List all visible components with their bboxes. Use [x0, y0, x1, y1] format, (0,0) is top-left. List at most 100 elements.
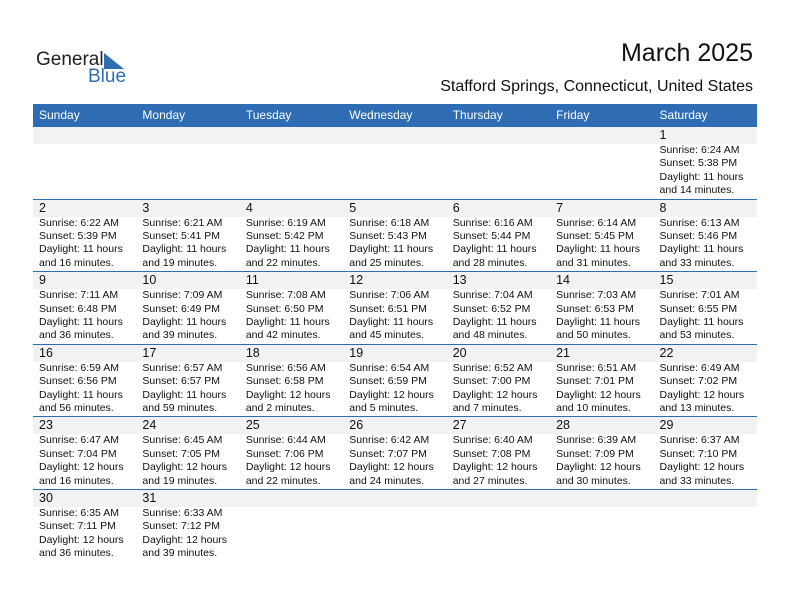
- day-cell: 13 Sunrise: 7:04 AM Sunset: 6:52 PM Dayligh…: [447, 272, 550, 344]
- sunrise: Sunrise: 6:16 AM: [452, 216, 533, 229]
- week-row: 2 Sunrise: 6:22 AM Sunset: 5:39 PM Daylight…: [33, 198, 757, 272]
- daylight: Daylight: 11 hours and 36 minutes.: [39, 316, 123, 342]
- sunset: Sunset: 6:50 PM: [245, 302, 324, 315]
- sunset: Sunset: 5:41 PM: [142, 230, 221, 242]
- day-cell: 16 Sunrise: 6:59 AM Sunset: 6:56 PM Dayligh…: [33, 345, 136, 417]
- day-number: 18: [245, 345, 260, 360]
- day-cell: 11 Sunrise: 7:08 AM Sunset: 6:50 PM Dayligh…: [240, 272, 343, 344]
- sunrise: Sunrise: 6:42 AM: [349, 434, 430, 447]
- logo-icon: [104, 53, 124, 69]
- day-number: 25: [245, 418, 260, 433]
- day-number: 30: [39, 490, 53, 505]
- day-cell: [550, 127, 653, 199]
- day-cell: [447, 490, 550, 562]
- day-cell: [240, 127, 343, 199]
- day-number: 12: [349, 273, 364, 288]
- sunrise: Sunrise: 7:11 AM: [39, 289, 119, 302]
- day-number: 28: [556, 418, 571, 433]
- day-number: 21: [556, 345, 571, 360]
- location: Stafford Springs, Connecticut, United St…: [440, 78, 753, 95]
- sunrise: Sunrise: 7:08 AM: [245, 289, 326, 302]
- day-cell: [550, 490, 653, 562]
- sunrise: Sunrise: 6:56 AM: [245, 361, 326, 374]
- sunrise: Sunrise: 6:33 AM: [142, 506, 223, 519]
- day-cell: 15 Sunrise: 7:01 AM Sunset: 6:55 PM Dayligh…: [654, 272, 757, 344]
- sunset: Sunset: 6:48 PM: [39, 302, 117, 315]
- sunset: Sunset: 6:56 PM: [39, 375, 117, 388]
- sunrise: Sunrise: 6:54 AM: [349, 361, 430, 374]
- sunrise: Sunrise: 6:47 AM: [39, 434, 119, 447]
- day-cell: 29 Sunrise: 6:37 AM Sunset: 7:10 PM Dayligh…: [654, 417, 757, 489]
- day-number: 10: [142, 273, 157, 288]
- day-cell: 5 Sunrise: 6:18 AM Sunset: 5:43 PM Daylight…: [343, 200, 446, 272]
- daylight: Daylight: 11 hours and 56 minutes.: [39, 388, 123, 414]
- day-number: 29: [659, 418, 674, 433]
- sunrise: Sunrise: 6:35 AM: [39, 506, 119, 519]
- daylight: Daylight: 11 hours and 25 minutes.: [349, 243, 434, 269]
- day-number: 1: [659, 128, 667, 142]
- day-number: 19: [349, 345, 364, 360]
- day-number: 23: [39, 418, 53, 433]
- day-number: 7: [556, 200, 564, 215]
- daylight: Daylight: 12 hours and 5 minutes.: [349, 388, 434, 414]
- day-cell: 18 Sunrise: 6:56 AM Sunset: 6:58 PM Dayligh…: [240, 345, 343, 417]
- sunrise: Sunrise: 6:51 AM: [556, 361, 637, 374]
- day-cell: 12 Sunrise: 7:06 AM Sunset: 6:51 PM Dayligh…: [343, 272, 446, 344]
- day-number: 26: [349, 418, 364, 433]
- daylight: Daylight: 11 hours and 42 minutes.: [245, 316, 330, 342]
- day-cell: 24 Sunrise: 6:45 AM Sunset: 7:05 PM Dayligh…: [136, 417, 239, 489]
- sunset: Sunset: 7:07 PM: [349, 447, 427, 460]
- sunset: Sunset: 5:45 PM: [556, 230, 634, 242]
- daylight: Daylight: 12 hours and 16 minutes.: [39, 461, 124, 487]
- daylight: Daylight: 11 hours and 50 minutes.: [556, 316, 640, 342]
- daylight: Daylight: 12 hours and 30 minutes.: [556, 461, 641, 487]
- sunrise: Sunrise: 6:24 AM: [659, 144, 740, 156]
- sunrise: Sunrise: 6:18 AM: [349, 216, 430, 229]
- day-cell: 25 Sunrise: 6:44 AM Sunset: 7:06 PM Dayligh…: [240, 417, 343, 489]
- day-band: [33, 272, 757, 290]
- sunrise: Sunrise: 7:06 AM: [349, 289, 430, 302]
- daylight: Daylight: 12 hours and 36 minutes.: [39, 533, 124, 560]
- daylight: Daylight: 11 hours and 53 minutes.: [659, 316, 744, 342]
- day-cell: 7 Sunrise: 6:14 AM Sunset: 5:45 PM Daylight…: [550, 200, 653, 272]
- daylight: Daylight: 11 hours and 22 minutes.: [245, 243, 330, 269]
- calendar: Sunday Monday Tuesday Wednesday Thursday Frid…: [33, 104, 757, 562]
- sunrise: Sunrise: 7:04 AM: [452, 289, 533, 302]
- day-cell: [654, 490, 757, 562]
- weekday: Monday: [142, 108, 186, 122]
- sunrise: Sunrise: 7:03 AM: [556, 289, 637, 302]
- day-number: 2: [39, 200, 46, 215]
- daylight: Daylight: 11 hours and 59 minutes.: [142, 388, 227, 414]
- day-band: [33, 489, 757, 507]
- day-number: 3: [142, 200, 150, 215]
- sunset: Sunset: 5:39 PM: [39, 230, 117, 242]
- weekday-header: Sunday Monday Tuesday Wednesday Thursday Frid…: [33, 104, 757, 126]
- day-cell: 20 Sunrise: 6:52 AM Sunset: 7:00 PM Dayligh…: [447, 345, 550, 417]
- day-cell: 9 Sunrise: 7:11 AM Sunset: 6:48 PM Daylight…: [33, 272, 136, 344]
- day-number: 14: [556, 273, 571, 288]
- day-cell: [447, 127, 550, 199]
- day-number: 5: [349, 200, 357, 215]
- sunrise: Sunrise: 7:09 AM: [142, 289, 223, 302]
- sunset: Sunset: 5:38 PM: [659, 157, 738, 170]
- day-cell: 1 Sunrise: 6:24 AM Sunset: 5:38 PM Daylight…: [654, 127, 757, 199]
- daylight: Daylight: 11 hours and 45 minutes.: [349, 316, 434, 342]
- sunset: Sunset: 7:02 PM: [659, 375, 738, 388]
- day-number: 17: [142, 345, 157, 360]
- sunset: Sunset: 6:49 PM: [142, 302, 221, 315]
- sunrise: Sunrise: 6:57 AM: [142, 361, 223, 374]
- week-row: 9 Sunrise: 7:11 AM Sunset: 6:48 PM Daylight…: [33, 271, 757, 344]
- sunset: Sunset: 7:09 PM: [556, 447, 634, 460]
- sunset: Sunset: 5:44 PM: [452, 230, 531, 242]
- daylight: Daylight: 12 hours and 27 minutes.: [452, 461, 538, 487]
- sunrise: Sunrise: 6:52 AM: [452, 361, 533, 374]
- day-number: 31: [142, 490, 157, 505]
- day-cell: 8 Sunrise: 6:13 AM Sunset: 5:46 PM Daylight…: [654, 200, 757, 272]
- day-cell: 10 Sunrise: 7:09 AM Sunset: 6:49 PM Dayligh…: [136, 272, 239, 344]
- weekday: Thursday: [452, 108, 503, 122]
- day-cell: 22 Sunrise: 6:49 AM Sunset: 7:02 PM Dayligh…: [654, 345, 757, 417]
- day-cell: 6 Sunrise: 6:16 AM Sunset: 5:44 PM Daylight…: [447, 200, 550, 272]
- sunrise: Sunrise: 6:37 AM: [659, 434, 740, 447]
- sunrise: Sunrise: 6:21 AM: [142, 216, 223, 229]
